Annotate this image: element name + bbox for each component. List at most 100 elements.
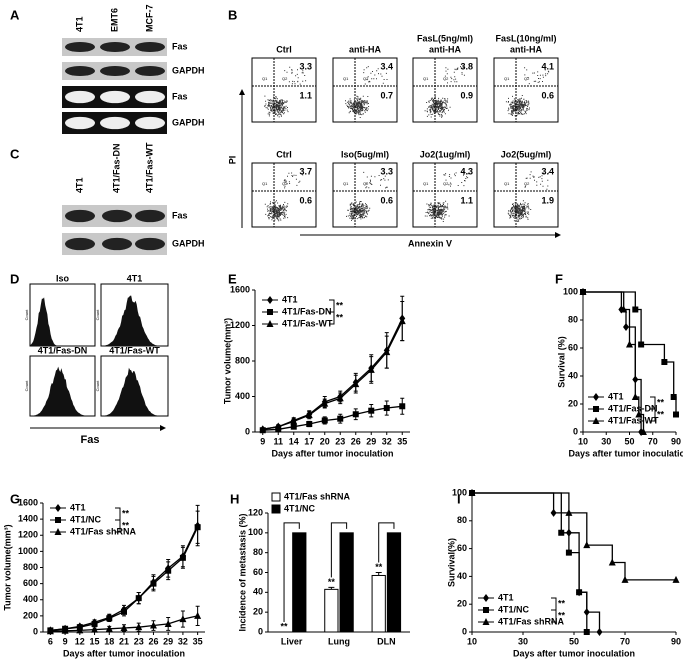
x-label: Fas (81, 434, 100, 446)
y-label: Survival(%) (446, 538, 456, 587)
quadrant-label: Q1 (504, 181, 510, 186)
error-bar (375, 572, 382, 576)
legend-label: 4T1/Fas shRNA (70, 526, 137, 536)
x-tick-label: 12 (75, 636, 85, 646)
legend-marker (593, 406, 599, 412)
marker (149, 621, 157, 629)
band (65, 116, 95, 130)
bracket (551, 597, 557, 611)
y-tick-label: 1600 (18, 497, 38, 507)
y-tick-label: 80 (568, 314, 578, 324)
bar (339, 532, 354, 633)
significance: ** (375, 562, 383, 572)
band (65, 237, 95, 251)
significance: ** (336, 300, 344, 310)
band (65, 41, 95, 53)
quadrant-label: Q2 (363, 76, 369, 81)
marker (321, 399, 329, 407)
x-tick-label: 15 (90, 636, 100, 646)
legend-marker (593, 393, 599, 401)
legend-swatch (271, 504, 281, 514)
legend-marker (267, 296, 273, 304)
quadrant-label: Q1 (343, 181, 349, 186)
x-tick-label: 70 (648, 436, 658, 446)
legend-marker (483, 607, 489, 613)
panel-label: B (228, 7, 237, 22)
lower-percent: 0.6 (299, 195, 312, 205)
quadrant-label: Q1 (423, 76, 429, 81)
count-label: Count (24, 380, 29, 392)
significance: ** (122, 508, 130, 518)
histogram (101, 367, 168, 416)
marker (290, 423, 297, 430)
plot-title: anti-HA (510, 44, 542, 54)
legend-label: 4T1/Fas-DN (282, 306, 332, 316)
upper-percent: 3.4 (541, 166, 554, 176)
x-tick-label: 90 (671, 436, 681, 446)
marker (290, 417, 298, 425)
x-tick-label: 10 (467, 636, 477, 646)
y-tick-label: 80 (457, 515, 467, 525)
dots (345, 66, 388, 118)
quadrant-label: Q2 (443, 181, 449, 186)
flow-plot (251, 57, 317, 123)
marker (673, 411, 679, 418)
marker (106, 615, 113, 622)
marker (583, 629, 590, 635)
quadrant-label: Q4 (282, 99, 288, 104)
marker (105, 624, 113, 632)
band-label: Fas (172, 210, 188, 220)
marker (165, 567, 172, 574)
y-tick-label: 400 (23, 594, 38, 604)
y-tick-label: 800 (23, 562, 38, 572)
bar (371, 574, 386, 633)
plot-title: anti-HA (349, 44, 381, 54)
count-label: Count (95, 380, 100, 392)
legend-marker (483, 594, 489, 602)
band (65, 90, 95, 104)
histogram-title: 4T1 (127, 273, 143, 283)
bracket (283, 522, 300, 622)
upper-percent: 3.3 (380, 166, 393, 176)
quadrant-label: Q4 (282, 204, 288, 209)
y-tick-label: 0 (462, 626, 467, 636)
y-tick-label: 120 (248, 507, 263, 517)
marker (670, 394, 677, 400)
upper-percent: 4.1 (541, 61, 554, 71)
x-tick-label: 29 (163, 636, 173, 646)
x-tick-label: Liver (281, 636, 303, 646)
panel-label: E (228, 271, 237, 286)
legend-label: 4T1/Fas shRNA (284, 491, 351, 501)
legend-label: 4T1/NC (70, 514, 102, 524)
y-label: Incidence of metastasis (%) (237, 513, 247, 631)
upper-percent: 4.3 (460, 166, 473, 176)
dots (507, 171, 549, 222)
x-tick-label: 9 (63, 636, 68, 646)
marker (632, 306, 639, 313)
lower-percent: 1.1 (299, 90, 312, 100)
panel-label: I (457, 491, 461, 506)
y-tick-label: 60 (457, 543, 467, 553)
marker (367, 365, 375, 373)
flow-plot (412, 57, 478, 123)
x-tick-label: 32 (178, 636, 188, 646)
band (135, 90, 165, 104)
x-tick-label: 32 (382, 436, 392, 446)
marker (352, 380, 360, 388)
plot-title: Iso(5ug/ml) (341, 149, 389, 159)
panel-label: F (555, 271, 563, 286)
y-label: PI (227, 156, 237, 165)
significance: ** (281, 621, 289, 631)
lower-percent: 0.6 (541, 90, 554, 100)
quadrant-label: Q2 (282, 181, 288, 186)
x-tick-label: 23 (134, 636, 144, 646)
marker (399, 403, 406, 410)
marker (639, 428, 647, 435)
lower-percent: 0.6 (380, 195, 393, 205)
quadrant-label: Q1 (343, 76, 349, 81)
marker (121, 608, 127, 615)
bracket (330, 522, 348, 578)
quadrant-label: Q4 (363, 99, 369, 104)
marker (135, 623, 143, 631)
band (100, 116, 130, 130)
